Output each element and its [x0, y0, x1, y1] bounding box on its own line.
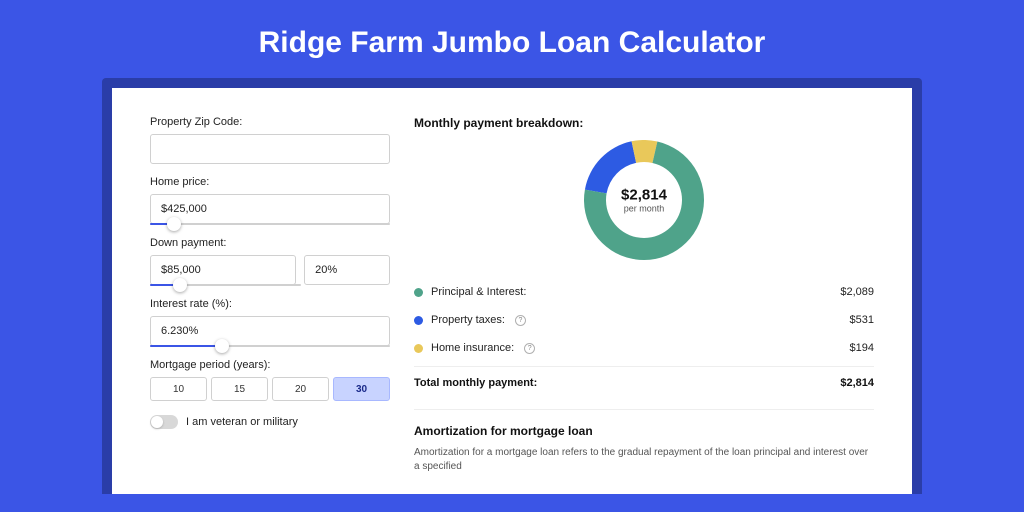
donut-center-sub: per month: [621, 204, 667, 214]
period-button-30[interactable]: 30: [333, 377, 390, 401]
zip-label: Property Zip Code:: [150, 116, 390, 128]
zip-input[interactable]: [150, 134, 390, 164]
breakdown-column: Monthly payment breakdown: $2,814 per mo…: [414, 116, 874, 474]
total-row: Total monthly payment: $2,814: [414, 366, 874, 401]
veteran-toggle[interactable]: [150, 415, 178, 429]
interest-rate-label: Interest rate (%):: [150, 298, 390, 310]
info-icon[interactable]: ?: [524, 343, 535, 354]
legend-dot: [414, 288, 423, 297]
down-payment-group: Down payment:: [150, 237, 390, 286]
amortization-box: Amortization for mortgage loan Amortizat…: [414, 409, 874, 474]
mortgage-period-buttons: 10152030: [150, 377, 390, 401]
amortization-text: Amortization for a mortgage loan refers …: [414, 446, 874, 474]
donut-chart: $2,814 per month: [584, 140, 704, 260]
mortgage-period-label: Mortgage period (years):: [150, 359, 390, 371]
donut-chart-wrap: $2,814 per month: [414, 140, 874, 260]
donut-center-value: $2,814: [621, 187, 667, 204]
interest-rate-slider-thumb[interactable]: [215, 339, 229, 353]
period-button-20[interactable]: 20: [272, 377, 329, 401]
interest-rate-slider[interactable]: [150, 345, 390, 347]
period-button-15[interactable]: 15: [211, 377, 268, 401]
inputs-column: Property Zip Code: Home price: Down paym…: [150, 116, 390, 474]
veteran-toggle-knob: [151, 416, 163, 428]
legend-label: Principal & Interest:: [431, 286, 526, 298]
interest-rate-group: Interest rate (%):: [150, 298, 390, 347]
info-icon[interactable]: ?: [515, 315, 526, 326]
calculator-card: Property Zip Code: Home price: Down paym…: [112, 88, 912, 494]
donut-center: $2,814 per month: [621, 187, 667, 214]
legend-dot: [414, 344, 423, 353]
home-price-input[interactable]: [150, 194, 390, 224]
mortgage-period-group: Mortgage period (years): 10152030: [150, 359, 390, 401]
total-label: Total monthly payment:: [414, 377, 537, 389]
legend-value: $2,089: [840, 286, 874, 298]
total-value: $2,814: [840, 377, 874, 389]
zip-field-group: Property Zip Code:: [150, 116, 390, 164]
interest-rate-input[interactable]: [150, 316, 390, 346]
down-payment-label: Down payment:: [150, 237, 390, 249]
veteran-label: I am veteran or military: [186, 416, 298, 428]
down-payment-slider-thumb[interactable]: [173, 278, 187, 292]
home-price-label: Home price:: [150, 176, 390, 188]
veteran-toggle-row: I am veteran or military: [150, 415, 390, 429]
legend-row: Property taxes:? $531: [414, 306, 874, 334]
legend-row: Principal & Interest: $2,089: [414, 278, 874, 306]
breakdown-title: Monthly payment breakdown:: [414, 116, 874, 130]
legend-label: Home insurance:: [431, 342, 514, 354]
home-price-slider[interactable]: [150, 223, 390, 225]
home-price-slider-thumb[interactable]: [167, 217, 181, 231]
legend-value: $531: [850, 314, 874, 326]
period-button-10[interactable]: 10: [150, 377, 207, 401]
legend-label: Property taxes:: [431, 314, 505, 326]
legend-list: Principal & Interest: $2,089 Property taxe…: [414, 278, 874, 362]
outer-card: Property Zip Code: Home price: Down paym…: [102, 78, 922, 494]
down-payment-amount-input[interactable]: [150, 255, 296, 285]
page-title: Ridge Farm Jumbo Loan Calculator: [0, 0, 1024, 78]
legend-row: Home insurance:? $194: [414, 334, 874, 362]
legend-value: $194: [850, 342, 874, 354]
legend-dot: [414, 316, 423, 325]
home-price-group: Home price:: [150, 176, 390, 225]
down-payment-slider[interactable]: [150, 284, 301, 286]
amortization-title: Amortization for mortgage loan: [414, 424, 874, 438]
down-payment-percent-input[interactable]: [304, 255, 390, 285]
